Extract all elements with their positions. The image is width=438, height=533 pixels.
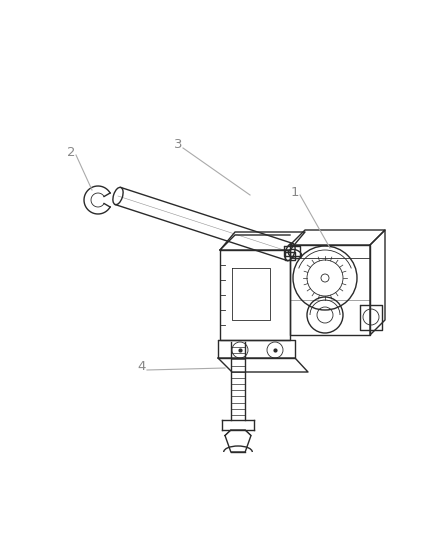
Text: 1: 1 (291, 185, 299, 198)
Text: 2: 2 (67, 146, 75, 158)
Text: 4: 4 (138, 360, 146, 374)
Text: 3: 3 (174, 139, 182, 151)
